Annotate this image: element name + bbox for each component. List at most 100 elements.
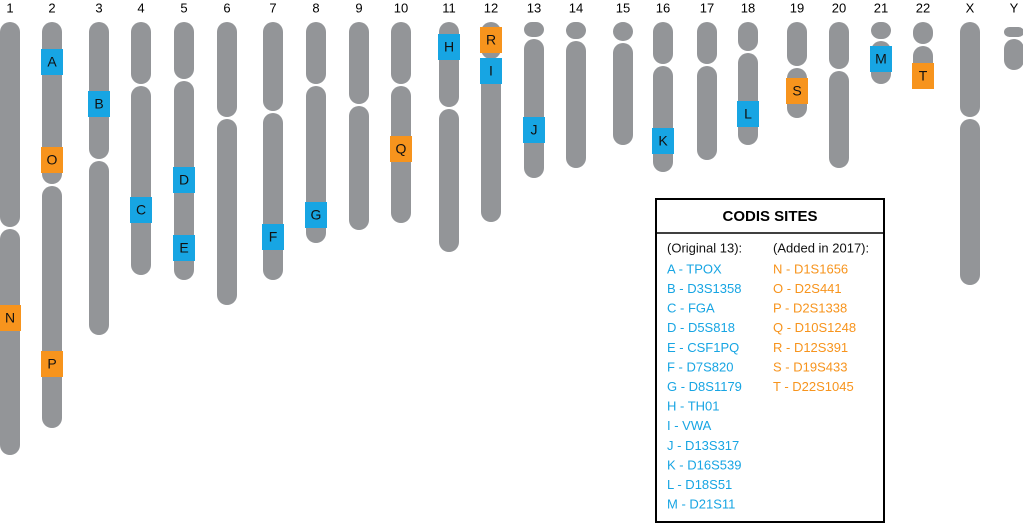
- chromosome-arm: [697, 66, 717, 160]
- chromosome-label: 12: [484, 0, 498, 15]
- marker: [0, 305, 21, 331]
- marker: [480, 58, 502, 84]
- chromosome-label: 13: [527, 0, 541, 15]
- chromosome-arm: [960, 119, 980, 285]
- marker: [41, 147, 63, 173]
- marker: [912, 63, 934, 89]
- marker: [480, 27, 502, 53]
- chromosome-label: 18: [741, 0, 755, 15]
- legend-item: I - VWA: [667, 418, 712, 433]
- legend-item: K - D16S539: [667, 457, 741, 472]
- legend-item: G - D8S1179: [667, 379, 742, 394]
- legend-item: L - D18S51: [667, 477, 732, 492]
- chromosome-label: 15: [616, 0, 630, 15]
- chromosome-label: 3: [95, 0, 102, 15]
- chromosome-label: 22: [916, 0, 930, 15]
- legend-item: D - D5S818: [667, 320, 735, 335]
- marker: [173, 167, 195, 193]
- chromosome-label: 21: [874, 0, 888, 15]
- chromosome-label: 8: [312, 0, 319, 15]
- marker-label: F: [269, 229, 278, 245]
- chromosome-arm: [829, 71, 849, 168]
- chromosome-arm: [829, 22, 849, 69]
- chromosome-arm: [653, 66, 673, 172]
- marker-label: J: [531, 122, 538, 138]
- chromosome-arm: [1004, 27, 1023, 37]
- chromosome-arm: [89, 22, 109, 159]
- chromosome-arm: [913, 22, 933, 44]
- marker: [130, 197, 152, 223]
- chromosome-label: 4: [137, 0, 144, 15]
- marker-label: G: [311, 207, 322, 223]
- marker: [390, 136, 412, 162]
- legend-title: CODIS SITES: [722, 208, 817, 225]
- marker-label: K: [658, 133, 668, 149]
- chromosome-arm: [653, 22, 673, 64]
- legend-item: J - D13S317: [667, 438, 739, 453]
- chromosome-arm: [738, 22, 758, 51]
- marker-label: O: [47, 152, 58, 168]
- chromosome-label: 17: [700, 0, 714, 15]
- chromosome-arm: [481, 61, 501, 222]
- marker-label: C: [136, 202, 146, 218]
- marker-label: B: [94, 96, 103, 112]
- chromosome-arm: [524, 22, 544, 37]
- chromosome-arm: [263, 22, 283, 111]
- marker: [88, 91, 110, 117]
- marker-label: Q: [396, 141, 407, 157]
- marker: [305, 202, 327, 228]
- chromosome-label: 1: [6, 0, 13, 15]
- marker-label: E: [179, 240, 188, 256]
- chromosome-arm: [613, 22, 633, 41]
- marker: [262, 224, 284, 250]
- chromosome-arm: [566, 41, 586, 168]
- chromosome-label: 5: [180, 0, 187, 15]
- chromosome-label: 19: [790, 0, 804, 15]
- chromosome-arm: [349, 22, 369, 104]
- legend-item: C - FGA: [667, 301, 715, 316]
- legend-item: R - D12S391: [773, 340, 848, 355]
- chromosome-arm: [0, 22, 20, 227]
- chromosome-arm: [439, 109, 459, 252]
- chromosome-arm: [738, 53, 758, 145]
- chromosome-label: 14: [569, 0, 583, 15]
- marker: [41, 351, 63, 377]
- chromosome-arm: [306, 22, 326, 84]
- legend-header: (Original 13):: [667, 240, 742, 255]
- chromosome-arm: [787, 22, 807, 66]
- chromosome-arm: [131, 22, 151, 84]
- marker-label: L: [744, 106, 752, 122]
- chromosome-arm: [613, 43, 633, 145]
- legend-item: N - D1S1656: [773, 261, 848, 276]
- chromosome-arm: [697, 22, 717, 64]
- chromosome-arm: [263, 113, 283, 280]
- chromosome-label: 6: [223, 0, 230, 15]
- marker: [786, 78, 808, 104]
- chromosome-arm: [1004, 39, 1023, 70]
- chromosome-label: 9: [355, 0, 362, 15]
- marker-label: R: [486, 32, 496, 48]
- chromosome-arm: [349, 106, 369, 230]
- marker: [523, 117, 545, 143]
- marker: [41, 49, 63, 75]
- marker-label: D: [179, 172, 189, 188]
- marker: [737, 101, 759, 127]
- chromosome-label: 16: [656, 0, 670, 15]
- marker-label: T: [919, 68, 928, 84]
- marker: [870, 46, 892, 72]
- chromosome-label: 20: [832, 0, 846, 15]
- marker-label: H: [444, 39, 454, 55]
- chromosome-label: 10: [394, 0, 408, 15]
- legend-item: E - CSF1PQ: [667, 340, 739, 355]
- marker-label: S: [792, 83, 801, 99]
- chromosome-arm: [566, 22, 586, 39]
- marker-label: A: [47, 54, 57, 70]
- legend-item: P - D2S1338: [773, 301, 847, 316]
- legend-item: S - D19S433: [773, 359, 847, 374]
- chromosome-label: 11: [442, 0, 456, 15]
- chromosome-arm: [871, 22, 891, 39]
- legend-item: O - D2S441: [773, 281, 842, 296]
- legend-box: [655, 198, 885, 523]
- chromosome-arm: [0, 229, 20, 455]
